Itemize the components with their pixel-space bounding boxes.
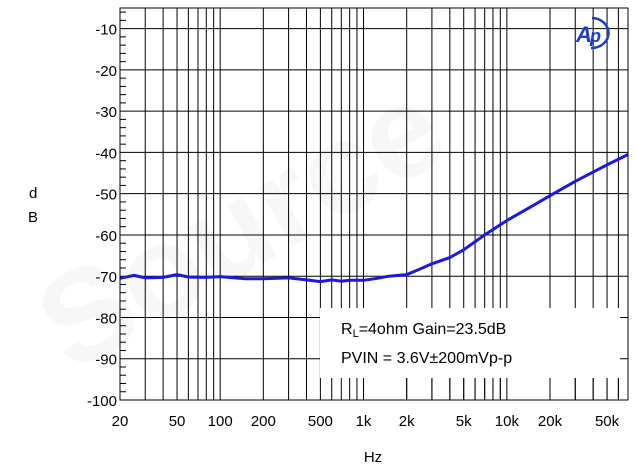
y-axis-label-d: d bbox=[29, 185, 37, 202]
series-layer bbox=[119, 153, 629, 284]
x-tick-label: 100 bbox=[208, 413, 233, 430]
x-tick-label: 5k bbox=[456, 413, 472, 430]
y-tick-label: -10 bbox=[95, 22, 117, 39]
y-tick-label: -80 bbox=[95, 310, 117, 327]
y-tick-label: -60 bbox=[95, 228, 117, 245]
annotation-line-1: RL=4ohm Gain=23.5dB bbox=[341, 321, 506, 340]
x-tick-label: 500 bbox=[308, 413, 333, 430]
plot-frame bbox=[119, 7, 629, 401]
x-tick-label: 200 bbox=[251, 413, 276, 430]
x-tick-label: 50k bbox=[595, 413, 620, 430]
x-tick-label: 20k bbox=[538, 413, 563, 430]
x-tick-label: 20 bbox=[112, 413, 129, 430]
annotation-sub-l: L bbox=[353, 328, 359, 340]
svg-text:A: A bbox=[575, 22, 592, 47]
annotation-line-2: PVIN = 3.6V±200mVp-p bbox=[341, 350, 512, 367]
y-tick-label: -50 bbox=[95, 187, 117, 204]
y-tick-label: -30 bbox=[95, 104, 117, 121]
y-tick-label: -90 bbox=[95, 352, 117, 369]
y-tick-label: -100 bbox=[87, 393, 117, 410]
series-line-0 bbox=[119, 153, 629, 284]
x-tick-label: 1k bbox=[356, 413, 372, 430]
tick-labels: 20 50 100 200 500 1k 2k 5k 10k 20k 50k -10 -20 -30 -40… bbox=[87, 22, 620, 430]
y-tick-label: -20 bbox=[95, 63, 117, 80]
y-tick-label: -70 bbox=[95, 269, 117, 286]
ap-logo-icon: A p bbox=[575, 16, 610, 50]
x-tick-label: 2k bbox=[399, 413, 415, 430]
y-axis-label-b: B bbox=[28, 209, 38, 226]
annotation-r: R bbox=[341, 321, 353, 338]
svg-text:p: p bbox=[589, 26, 601, 46]
x-tick-label: 10k bbox=[495, 413, 520, 430]
x-axis-label: Hz bbox=[364, 449, 382, 466]
y-tick-label: -40 bbox=[95, 145, 117, 162]
x-tick-label: 50 bbox=[169, 413, 186, 430]
annotation-box: RL=4ohm Gain=23.5dB PVIN = 3.6V±200mVp-p bbox=[320, 308, 620, 378]
annotation-rest: =4ohm Gain=23.5dB bbox=[359, 321, 507, 338]
